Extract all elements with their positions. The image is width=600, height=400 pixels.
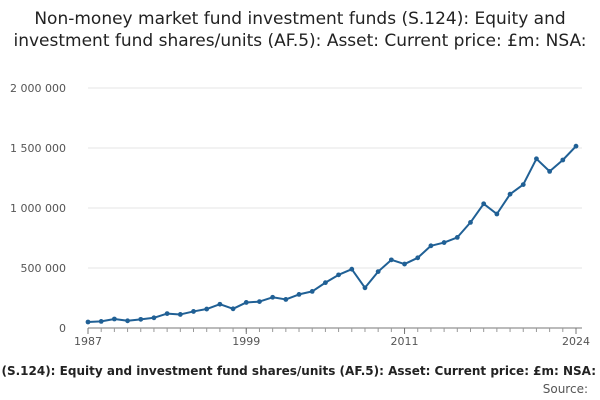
data-point bbox=[336, 272, 341, 278]
y-tick-label: 1 000 000 bbox=[10, 202, 66, 215]
data-point bbox=[138, 316, 144, 322]
data-point bbox=[243, 300, 249, 305]
y-tick-label: 2 000 000 bbox=[10, 82, 66, 95]
data-point bbox=[230, 306, 236, 312]
series-line bbox=[87, 145, 577, 323]
x-tick-label: 1987 bbox=[74, 335, 102, 348]
data-point bbox=[375, 269, 381, 274]
data-point bbox=[349, 266, 355, 272]
data-point bbox=[309, 289, 315, 294]
data-point bbox=[111, 316, 117, 322]
source-label: Source: bbox=[542, 382, 588, 396]
data-point bbox=[428, 243, 434, 249]
y-tick-label: 500 000 bbox=[21, 262, 67, 275]
data-point bbox=[468, 220, 473, 225]
y-tick-label: 0 bbox=[59, 322, 66, 335]
data-point bbox=[85, 319, 91, 325]
data-point bbox=[388, 257, 394, 263]
data-point bbox=[177, 312, 183, 317]
chart-title: Non-money market fund investment funds (… bbox=[13, 9, 587, 51]
data-point bbox=[164, 311, 170, 316]
data-point bbox=[441, 240, 447, 245]
data-point bbox=[454, 235, 460, 240]
data-point bbox=[560, 157, 566, 163]
data-point bbox=[534, 156, 539, 162]
data-point bbox=[257, 299, 262, 304]
data-point bbox=[507, 191, 513, 197]
data-point bbox=[494, 211, 500, 217]
y-tick-label: 1 500 000 bbox=[10, 142, 66, 155]
data-point bbox=[323, 280, 328, 286]
data-point bbox=[217, 301, 223, 307]
data-point bbox=[151, 315, 157, 321]
data-point bbox=[204, 306, 210, 312]
x-tick-label: 2024 bbox=[562, 335, 590, 348]
data-point bbox=[362, 285, 368, 291]
axes: 0 500 000 1 000 000 1 500 000 2 000 000 1987 1… bbox=[10, 82, 590, 348]
data-point bbox=[283, 297, 289, 302]
data-point bbox=[402, 261, 407, 267]
data-point bbox=[270, 294, 276, 300]
data-point bbox=[98, 319, 104, 324]
x-tick-label: 1999 bbox=[232, 335, 260, 348]
x-tick-label: 2011 bbox=[391, 335, 419, 348]
data-point bbox=[481, 201, 487, 207]
grid-lines bbox=[88, 87, 582, 269]
data-point bbox=[191, 309, 196, 314]
series-label-text: Non-money market fund investment funds (… bbox=[0, 364, 596, 378]
series bbox=[85, 143, 579, 325]
series-label: Non-money market fund investment funds (… bbox=[0, 364, 600, 382]
data-point bbox=[547, 169, 553, 174]
data-point bbox=[415, 255, 421, 261]
data-point bbox=[520, 182, 526, 188]
data-point bbox=[573, 143, 579, 149]
data-point bbox=[296, 292, 302, 297]
data-point bbox=[125, 318, 130, 324]
